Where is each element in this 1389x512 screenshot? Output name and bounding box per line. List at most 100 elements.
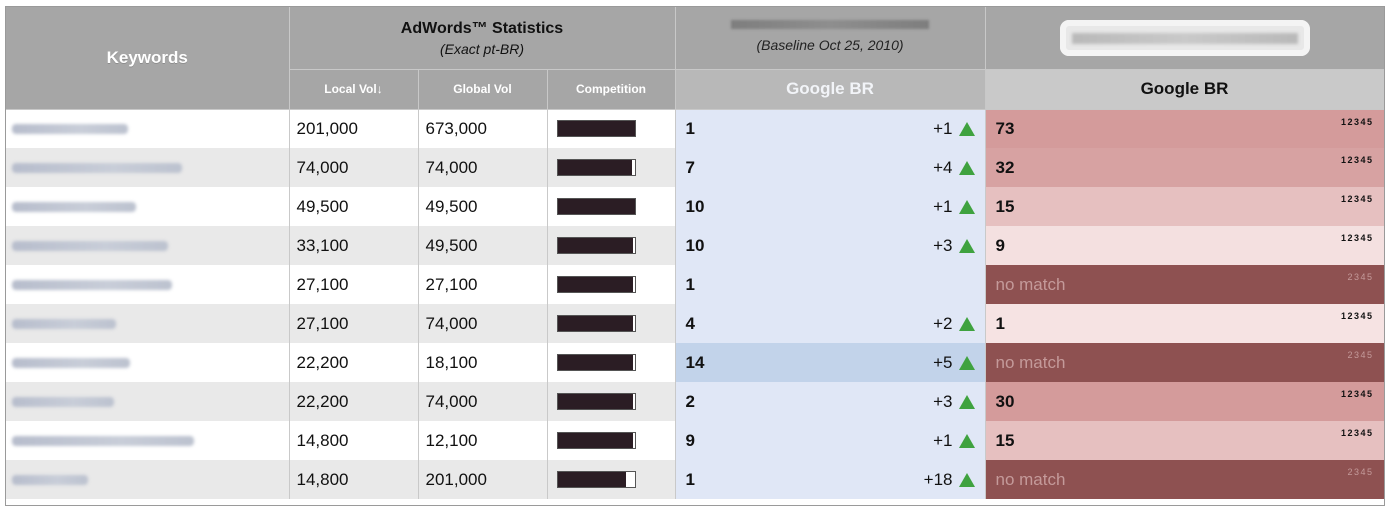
google-br-rank-cell[interactable]: 32 12345 xyxy=(985,148,1384,187)
serp-pages-links[interactable]: 12345 xyxy=(1340,311,1374,321)
adwords-subtitle: (Exact pt-BR) xyxy=(439,41,524,58)
table-row[interactable]: 22,200 18,100 14 +5 no match 2345 xyxy=(6,343,1384,382)
adwords-statistics-header: AdWords™ Statistics (Exact pt-BR) xyxy=(289,7,676,70)
serp-pages-links[interactable]: 12345 xyxy=(1340,155,1374,165)
google-br-rank-cell[interactable]: 15 12345 xyxy=(985,421,1384,460)
serp-pages-links[interactable]: 2345 xyxy=(1347,350,1374,360)
competition-cell xyxy=(547,343,676,382)
google-br-rank-cell[interactable]: 15 12345 xyxy=(985,187,1384,226)
serp-pages-links[interactable]: 12345 xyxy=(1340,194,1374,204)
google-br-rank-cell[interactable]: no match 2345 xyxy=(985,460,1384,499)
rank-change-value: +3 xyxy=(933,391,953,411)
up-arrow-icon xyxy=(958,121,975,136)
rank-change-value: +1 xyxy=(933,118,953,138)
competition-cell xyxy=(547,226,676,265)
global-vol-header[interactable]: Global Vol xyxy=(418,69,548,110)
competition-bar xyxy=(556,471,636,488)
google-br-rank: 30 xyxy=(995,391,1015,411)
table-row[interactable]: 33,100 49,500 10 +3 9 12345 xyxy=(6,226,1384,265)
local-vol-cell: 74,000 xyxy=(289,148,419,187)
redacted-site-pill[interactable] xyxy=(1059,19,1310,56)
up-arrow-icon xyxy=(958,160,975,175)
table-row[interactable]: 14,800 201,000 1 +18 no match 2345 xyxy=(6,460,1384,499)
competition-cell xyxy=(547,460,676,499)
local-vol-cell: 201,000 xyxy=(289,109,419,148)
table-row[interactable]: 74,000 74,000 7 +4 32 12345 xyxy=(6,148,1384,187)
google-br-rank-cell[interactable]: no match 2345 xyxy=(985,343,1384,382)
table-row[interactable]: 14,800 12,100 9 +1 15 12345 xyxy=(6,421,1384,460)
serp-pages-links[interactable]: 12345 xyxy=(1340,233,1374,243)
keyword-cell[interactable] xyxy=(6,382,290,421)
table-row[interactable]: 201,000 673,000 1 +1 73 12345 xyxy=(6,109,1384,148)
google-br-rank-cell[interactable]: 9 12345 xyxy=(985,226,1384,265)
competition-bar-remainder xyxy=(632,433,635,448)
keyword-cell[interactable] xyxy=(6,304,290,343)
table-row[interactable]: 49,500 49,500 10 +1 15 12345 xyxy=(6,187,1384,226)
competition-bar-remainder xyxy=(625,472,635,487)
serp-pages-links[interactable]: 2345 xyxy=(1347,272,1374,282)
serp-pages-links[interactable]: 2345 xyxy=(1347,467,1374,477)
rank-table-container: Keywords AdWords™ Statistics (Exact pt-B… xyxy=(5,6,1385,506)
competition-bar xyxy=(556,354,636,371)
global-vol-cell: 201,000 xyxy=(418,460,548,499)
google-br-rank-cell[interactable]: 73 12345 xyxy=(985,109,1384,148)
rank-change-value: +4 xyxy=(933,157,953,177)
table-row[interactable]: 22,200 74,000 2 +3 30 12345 xyxy=(6,382,1384,421)
google-br-baseline-header[interactable]: Google BR xyxy=(675,69,986,110)
competition-bar xyxy=(556,276,636,293)
table-row[interactable]: 27,100 74,000 4 +2 1 12345 xyxy=(6,304,1384,343)
redacted-keyword xyxy=(12,240,168,251)
keyword-cell[interactable] xyxy=(6,343,290,382)
up-arrow-icon xyxy=(958,355,975,370)
competition-bar xyxy=(556,159,636,176)
keyword-cell[interactable] xyxy=(6,460,290,499)
baseline-rank: 1 xyxy=(685,274,695,294)
keyword-cell[interactable] xyxy=(6,226,290,265)
competition-bar-remainder xyxy=(632,316,635,331)
baseline-rank: 1 xyxy=(685,469,695,489)
local-vol-cell: 27,100 xyxy=(289,304,419,343)
keyword-cell[interactable] xyxy=(6,109,290,148)
global-vol-cell: 27,100 xyxy=(418,265,548,304)
baseline-rank-cell: 4 +2 xyxy=(675,304,986,343)
rank-change: +4 xyxy=(933,157,975,178)
rank-change: +1 xyxy=(933,197,975,217)
serp-pages-links[interactable]: 12345 xyxy=(1340,389,1374,399)
rank-change-value: +2 xyxy=(933,313,953,333)
google-br-rank-cell[interactable]: 30 12345 xyxy=(985,382,1384,421)
competition-header[interactable]: Competition xyxy=(547,69,676,110)
google-br-current-header[interactable]: Google BR xyxy=(985,69,1384,110)
rank-change: +3 xyxy=(933,391,975,412)
google-br-rank: 9 xyxy=(995,235,1005,255)
local-vol-cell: 33,100 xyxy=(289,226,419,265)
baseline-rank-cell: 2 +3 xyxy=(675,382,986,421)
redacted-keyword xyxy=(12,123,128,134)
keyword-cell[interactable] xyxy=(6,265,290,304)
keyword-cell[interactable] xyxy=(6,148,290,187)
local-vol-header[interactable]: Local Vol↓ xyxy=(289,69,419,110)
baseline-rank: 10 xyxy=(685,196,705,216)
global-vol-cell: 74,000 xyxy=(418,382,548,421)
rank-change: +5 xyxy=(933,352,975,373)
competition-bar xyxy=(556,315,636,332)
google-br-rank-cell[interactable]: no match 2345 xyxy=(985,265,1384,304)
local-vol-cell: 27,100 xyxy=(289,265,419,304)
google-br-rank-cell[interactable]: 1 12345 xyxy=(985,304,1384,343)
rank-change-value: +5 xyxy=(933,352,953,372)
baseline-rank-cell: 1 +18 xyxy=(675,460,986,499)
rank-change-value: +18 xyxy=(923,469,953,489)
serp-pages-links[interactable]: 12345 xyxy=(1340,428,1374,438)
redacted-keyword xyxy=(12,435,194,446)
table-row[interactable]: 27,100 27,100 1 no match 2345 xyxy=(6,265,1384,304)
redacted-keyword xyxy=(12,201,136,212)
up-arrow-icon xyxy=(958,238,975,253)
global-vol-cell: 18,100 xyxy=(418,343,548,382)
keyword-cell[interactable] xyxy=(6,421,290,460)
rank-change: +3 xyxy=(933,235,975,256)
serp-pages-links[interactable]: 12345 xyxy=(1340,116,1374,127)
rank-change-value: +3 xyxy=(933,235,953,255)
baseline-rank-cell: 1 xyxy=(675,265,986,304)
keyword-cell[interactable] xyxy=(6,187,290,226)
keywords-header[interactable]: Keywords xyxy=(6,7,290,110)
baseline-rank-cell: 9 +1 xyxy=(675,421,986,460)
